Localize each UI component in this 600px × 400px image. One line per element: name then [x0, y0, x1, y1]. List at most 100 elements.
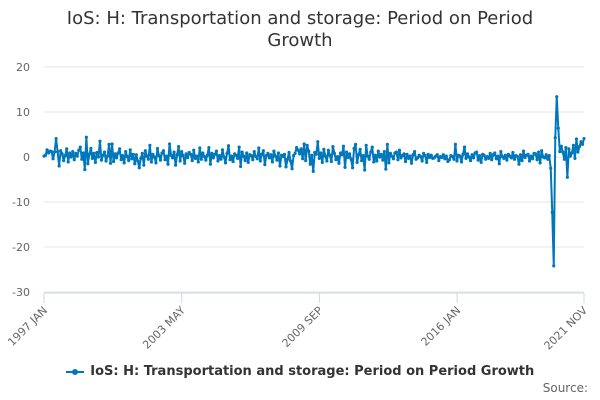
- data-point: [157, 154, 161, 158]
- data-point: [381, 158, 385, 162]
- data-point: [518, 153, 523, 157]
- data-point: [146, 157, 150, 161]
- data-point: [93, 160, 98, 164]
- data-point: [331, 145, 335, 149]
- data-point: [282, 152, 287, 156]
- data-point: [416, 156, 420, 160]
- data-point: [148, 143, 152, 147]
- data-point: [503, 153, 507, 157]
- data-point: [547, 154, 551, 158]
- data-point: [579, 140, 583, 144]
- data-point: [143, 149, 147, 153]
- data-point: [323, 154, 327, 158]
- data-point: [558, 150, 562, 154]
- chart-title: IoS: H: Transportation and storage: Peri…: [0, 8, 600, 52]
- data-point: [119, 158, 123, 162]
- data-point: [242, 154, 246, 158]
- data-point: [290, 167, 294, 171]
- data-point: [422, 151, 426, 155]
- y-tick-label: -30: [12, 286, 30, 299]
- data-point: [213, 152, 217, 156]
- data-point: [108, 161, 113, 165]
- data-point: [65, 147, 69, 151]
- data-point: [116, 151, 120, 155]
- chart-title-line-1: IoS: H: Transportation and storage: Peri…: [66, 8, 534, 29]
- data-point: [476, 158, 480, 162]
- data-point: [493, 151, 497, 155]
- data-point: [375, 159, 379, 163]
- data-point: [478, 154, 482, 158]
- data-point: [364, 143, 368, 147]
- data-point: [105, 154, 110, 158]
- data-point: [502, 156, 506, 160]
- data-point: [174, 163, 178, 167]
- data-point: [130, 157, 134, 161]
- data-point: [409, 161, 414, 165]
- data-point: [515, 154, 520, 159]
- data-point: [319, 151, 323, 155]
- data-point: [204, 158, 208, 162]
- data-point: [56, 150, 60, 154]
- data-point: [571, 143, 576, 147]
- data-point: [399, 156, 403, 160]
- data-point: [452, 157, 456, 161]
- data-point: [475, 150, 479, 154]
- data-point: [83, 168, 87, 172]
- data-point: [80, 157, 84, 161]
- data-point: [231, 159, 235, 164]
- data-point: [287, 150, 291, 155]
- data-point: [299, 147, 303, 151]
- data-point: [455, 159, 459, 163]
- data-point: [302, 142, 306, 146]
- data-point: [49, 150, 54, 154]
- legend[interactable]: IoS: H: Transportation and storage: Peri…: [0, 364, 600, 379]
- data-point: [487, 156, 491, 160]
- data-point: [527, 159, 532, 163]
- data-point: [81, 151, 85, 155]
- x-tick-label: 2003 MAY: [140, 304, 188, 352]
- data-point: [488, 151, 492, 155]
- x-tick-label: 1997 JAN: [5, 304, 50, 349]
- data-point: [149, 160, 153, 164]
- data-point: [382, 150, 386, 154]
- data-point: [423, 154, 427, 158]
- legend-line-marker-icon: [65, 367, 84, 377]
- data-point: [576, 150, 580, 154]
- data-point: [211, 156, 216, 160]
- data-point: [78, 145, 82, 149]
- data-point: [546, 157, 550, 161]
- data-point: [166, 162, 170, 166]
- data-point: [196, 160, 200, 164]
- data-point: [125, 154, 129, 159]
- y-tick-label: 10: [16, 106, 30, 119]
- data-point: [170, 156, 175, 160]
- data-point: [164, 154, 169, 158]
- data-point: [565, 175, 569, 179]
- data-point: [349, 157, 353, 161]
- data-point: [291, 154, 296, 158]
- data-point: [577, 145, 582, 149]
- data-point: [379, 152, 383, 156]
- data-point: [264, 154, 268, 158]
- data-point: [254, 154, 258, 159]
- data-point: [397, 148, 402, 152]
- data-point: [520, 159, 524, 163]
- data-point: [355, 160, 359, 164]
- data-point: [198, 146, 202, 150]
- data-point: [128, 148, 132, 152]
- data-point: [582, 136, 586, 141]
- data-point: [99, 158, 104, 162]
- data-point: [384, 167, 388, 171]
- data-point: [358, 147, 362, 151]
- data-point: [201, 151, 205, 155]
- data-point: [121, 154, 125, 158]
- data-point: [363, 168, 367, 172]
- data-point: [92, 151, 96, 155]
- data-point: [450, 154, 454, 159]
- data-point: [310, 153, 314, 157]
- data-point: [517, 162, 521, 166]
- data-point: [352, 146, 356, 151]
- data-point: [269, 153, 273, 157]
- data-point: [160, 151, 164, 155]
- data-point: [216, 159, 220, 163]
